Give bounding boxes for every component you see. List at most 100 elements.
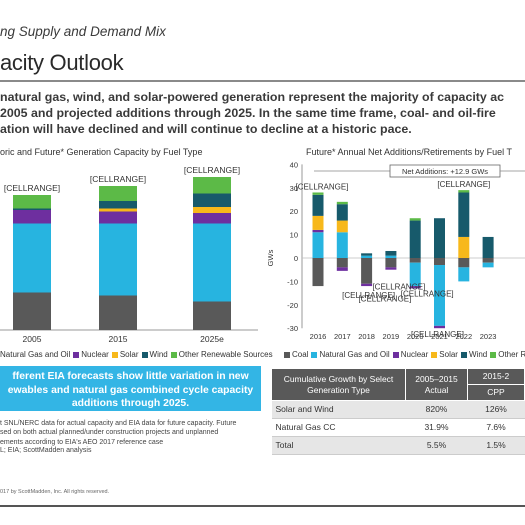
x-tick-2020: 2020 (407, 332, 424, 341)
table-cell-label: Total (271, 436, 406, 455)
callout-line-1: fferent EIA forecasts show little variat… (12, 371, 249, 382)
y-tick--30: -30 (287, 324, 298, 333)
page-subtitle: ng Supply and Demand Mix (0, 24, 166, 39)
x-tick-2017: 2017 (334, 332, 351, 341)
table-cell-actual: 31.9% (405, 418, 468, 437)
x-tick-2021: 2021 (431, 332, 448, 341)
data-label-2016: [CELLRANGE] (296, 182, 349, 191)
bar-other-2016 (312, 192, 324, 195)
x-tick-2016: 2016 (310, 332, 327, 341)
bar-nuclear-2015 (99, 211, 137, 224)
data-label-2019: [CELLRANGE] (372, 283, 425, 292)
lead-line-2: 2005 and projected additions through 202… (0, 106, 496, 120)
copyright: 017 by ScottMadden, Inc. All rights rese… (0, 489, 110, 495)
callout-line-2: ewables and natural gas combined cycle c… (7, 384, 254, 396)
x-tick-2005: 2005 (23, 334, 42, 344)
data-label-2005: [CELLRANGE] (4, 183, 60, 193)
bar-wind-2025e (193, 193, 231, 207)
lead-paragraph: natural gas, wind, and solar-powered gen… (0, 89, 525, 137)
legend-coal-swatch-icon (284, 351, 290, 358)
table-header-forecast: 2015-2 (467, 368, 525, 385)
bar-nuclear-2019 (385, 267, 397, 270)
x-tick-2022: 2022 (455, 332, 472, 341)
table-cell-label: Natural Gas CC (271, 418, 406, 437)
legend-solar-label: Solar (119, 350, 139, 359)
bar-other-2015 (99, 186, 137, 201)
bar-gas_oil-2020 (409, 262, 421, 287)
legend-nuclear-swatch-icon (73, 351, 80, 358)
footnote-line-3: ements according to EIA's AEO 2017 refer… (0, 438, 164, 446)
table-header-row: Cumulative Growth by Select Generation T… (271, 368, 525, 401)
bar-wind-2018 (361, 253, 373, 256)
bar-gas_oil-2025e (193, 223, 231, 302)
table-cell-actual: 820% (405, 400, 468, 419)
table-row: Natural Gas CC 31.9% 7.6% (271, 418, 525, 437)
data-label-2022: [CELLRANGE] (437, 180, 490, 189)
bar-other-2025e (193, 177, 231, 194)
annotation-text: Net Additions: +12.9 GWs (402, 167, 488, 176)
bar-wind-2016 (312, 194, 324, 216)
legend-solar-swatch-icon (111, 351, 118, 358)
table-cell-actual: 5.5% (405, 436, 468, 455)
bar-gas_oil-2022 (458, 267, 470, 282)
bar-coal-2020 (409, 258, 421, 263)
legend-nuclear-swatch-icon-right (392, 351, 399, 358)
legend-solar-label-right: Solar (439, 350, 458, 359)
growth-table: Cumulative Growth by Select Generation T… (271, 368, 525, 455)
bar-wind-2021 (434, 218, 445, 258)
y-tick-0: 0 (294, 254, 298, 263)
y-tick--10: -10 (287, 277, 298, 286)
bar-nuclear-2016 (312, 229, 324, 233)
y-tick-40: 40 (290, 160, 298, 169)
bar-gas_oil-2019 (385, 255, 397, 258)
bar-wind-2020 (409, 220, 421, 258)
footnote-line-1: t SNL/NERC data for actual capacity and … (0, 420, 237, 427)
historic-capacity-chart: [CELLRANGE] 2005 [CELLRANGE] 2015 [CELLRANGE… (0, 165, 258, 344)
legend-nuclear-label-right: Nuclear (400, 350, 429, 359)
bar-coal-2022 (458, 258, 470, 268)
net-additions-chart: GWs -30 -20 -10 0 10 20 30 40 2016 2017 2018 2019 202… (266, 160, 525, 341)
bar-gas_oil-2016 (312, 232, 324, 258)
footnotes: t SNL/NERC data for actual capacity and … (0, 419, 262, 447)
data-label-2018: [CELLRANGE] (342, 291, 395, 300)
data-label-2021: [CELLRANGE] (411, 330, 464, 339)
table-header-cpp: CPP (467, 384, 525, 401)
y-tick-30: 30 (290, 184, 298, 193)
net-additions-annotation: Net Additions: +12.9 GWs (314, 164, 525, 178)
bar-coal-2018 (361, 258, 373, 284)
data-label-2025e: [CELLRANGE] (184, 165, 240, 175)
legend-coal-label: Coal (292, 350, 309, 359)
table-subheader-row: CPP (272, 384, 525, 401)
x-tick-2025e: 2025e (200, 334, 224, 344)
data-label-2019b: [CELLRANGE] (358, 295, 411, 304)
bar-wind-2022 (458, 192, 470, 237)
source-note: L; EIA; ScottMadden analysis (0, 447, 92, 454)
x-tick-2015: 2015 (109, 334, 128, 344)
table-row: Solar and Wind 820% 126% (271, 400, 525, 419)
bar-nuclear-2005 (13, 210, 51, 224)
legend-solar-swatch-icon-right (431, 351, 438, 358)
footer-divider (0, 505, 525, 507)
legend-gas-oil-swatch-icon (311, 351, 318, 358)
bar-nuclear-2025e (193, 213, 231, 224)
bar-gas_oil-2023 (482, 262, 494, 268)
left-chart-legend: Natural Gas and Oil Nuclear Solar Wind O… (0, 350, 273, 359)
bar-coal-2025e (193, 301, 231, 330)
bar-coal-2016 (312, 258, 324, 287)
y-tick-20: 20 (290, 207, 298, 216)
bar-wind-2023 (482, 236, 494, 258)
left-chart-title: oric and Future* Generation Capacity by … (0, 147, 203, 157)
bar-gas_oil-2005 (13, 223, 51, 293)
legend-gas-oil-label-right: Natural Gas and Oil (319, 350, 390, 359)
data-label-2015: [CELLRANGE] (90, 174, 146, 184)
bar-other-2005 (13, 195, 51, 209)
bar-solar-2022 (458, 236, 470, 258)
bar-solar-2016 (312, 215, 324, 230)
table-cell-label: Solar and Wind (271, 400, 406, 419)
bar-nuclear-2018 (361, 283, 373, 287)
bar-nuclear-2017 (336, 267, 348, 271)
bar-solar-2015 (99, 208, 137, 212)
lead-line-1: natural gas, wind, and solar-powered gen… (0, 90, 505, 104)
y-tick-10: 10 (290, 231, 298, 240)
bar-gas_oil-2017 (336, 232, 348, 258)
